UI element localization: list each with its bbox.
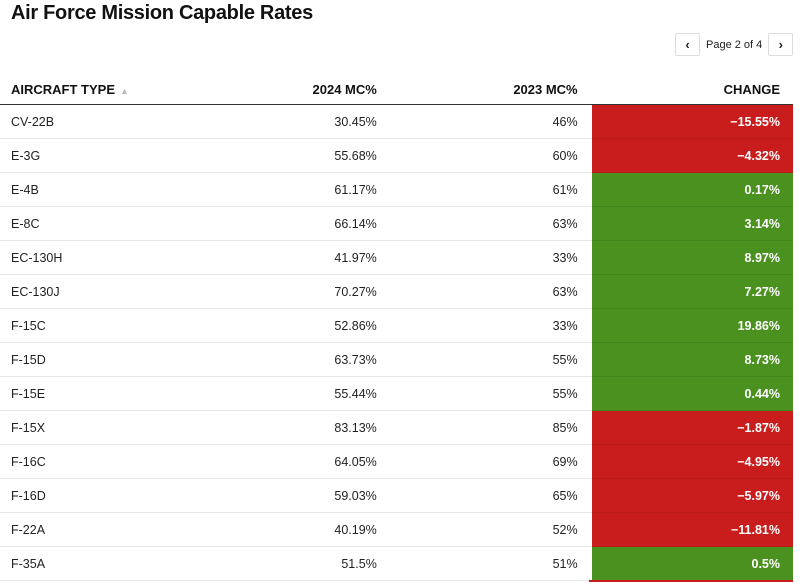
change-cell: −4.32% [591, 138, 793, 173]
change-cell: 8.97% [591, 240, 793, 275]
aircraft-type-cell: F-15C [0, 308, 209, 343]
change-cell: −5.97% [591, 478, 793, 513]
table-row: F-22A 40.19% 52% −11.81% [0, 512, 793, 547]
mc-2024-cell: 30.45% [208, 104, 388, 139]
table-row: E-3G 55.68% 60% −4.32% [0, 138, 793, 173]
prev-page-button[interactable]: ‹ [675, 33, 700, 56]
aircraft-type-cell: F-16D [0, 478, 209, 513]
mc-2023-cell: 85% [387, 410, 592, 445]
table-row: F-15D 63.73% 55% 8.73% [0, 342, 793, 377]
table-row: E-8C 66.14% 63% 3.14% [0, 206, 793, 241]
next-row-partial [589, 580, 793, 582]
page-indicator: Page 2 of 4 [706, 38, 763, 51]
header-row: AIRCRAFT TYPE ▲ 2024 MC% 2023 MC% CHANGE [0, 75, 793, 105]
mc-2024-cell: 59.03% [208, 478, 388, 513]
aircraft-type-cell: CV-22B [0, 104, 209, 139]
aircraft-type-cell: F-16C [0, 444, 209, 479]
mc-rates-table: AIRCRAFT TYPE ▲ 2024 MC% 2023 MC% CHANGE … [0, 75, 793, 581]
mc-2023-cell: 63% [387, 206, 592, 241]
aircraft-type-cell: E-3G [0, 138, 209, 173]
mc-2024-cell: 64.05% [208, 444, 388, 479]
change-cell: 0.5% [591, 546, 793, 581]
mc-2024-cell: 52.86% [208, 308, 388, 343]
mc-2023-cell: 69% [387, 444, 592, 479]
aircraft-type-cell: E-4B [0, 172, 209, 207]
mc-2024-cell: 40.19% [208, 512, 388, 547]
change-cell: 8.73% [591, 342, 793, 377]
pagination: ‹ Page 2 of 4 › [675, 33, 794, 56]
table-row: F-35A 51.5% 51% 0.5% [0, 546, 793, 581]
change-cell: 0.44% [591, 376, 793, 411]
mc-2024-cell: 70.27% [208, 274, 388, 309]
change-cell: −1.87% [591, 410, 793, 445]
table-row: EC-130J 70.27% 63% 7.27% [0, 274, 793, 309]
change-cell: 0.17% [591, 172, 793, 207]
mc-2024-cell: 61.17% [208, 172, 388, 207]
change-cell: 19.86% [591, 308, 793, 343]
aircraft-type-cell: F-22A [0, 512, 209, 547]
table-row: F-15E 55.44% 55% 0.44% [0, 376, 793, 411]
header-aircraft-type[interactable]: AIRCRAFT TYPE ▲ [0, 75, 209, 105]
table-row: EC-130H 41.97% 33% 8.97% [0, 240, 793, 275]
mc-2023-cell: 33% [387, 240, 592, 275]
table-row: F-16D 59.03% 65% −5.97% [0, 478, 793, 513]
mc-2024-cell: 41.97% [208, 240, 388, 275]
mc-2024-cell: 51.5% [208, 546, 388, 581]
chevron-right-icon: › [778, 37, 783, 52]
header-2023[interactable]: 2023 MC% [387, 75, 592, 105]
mc-2024-cell: 55.44% [208, 376, 388, 411]
mc-2024-cell: 66.14% [208, 206, 388, 241]
chevron-left-icon: ‹ [685, 37, 690, 52]
mc-2023-cell: 55% [387, 376, 592, 411]
aircraft-type-cell: F-35A [0, 546, 209, 581]
aircraft-type-cell: EC-130J [0, 274, 209, 309]
mc-2024-cell: 83.13% [208, 410, 388, 445]
mc-2023-cell: 63% [387, 274, 592, 309]
table-row: F-15C 52.86% 33% 19.86% [0, 308, 793, 343]
header-2024[interactable]: 2024 MC% [208, 75, 388, 105]
header-change[interactable]: CHANGE [591, 75, 793, 105]
page-title: Air Force Mission Capable Rates [11, 2, 313, 24]
table-row: CV-22B 30.45% 46% −15.55% [0, 104, 793, 139]
table-row: F-15X 83.13% 85% −1.87% [0, 410, 793, 445]
aircraft-type-cell: EC-130H [0, 240, 209, 275]
aircraft-type-cell: F-15D [0, 342, 209, 377]
change-cell: 3.14% [591, 206, 793, 241]
mc-2023-cell: 33% [387, 308, 592, 343]
mc-2023-cell: 52% [387, 512, 592, 547]
mc-2023-cell: 61% [387, 172, 592, 207]
change-cell: −11.81% [591, 512, 793, 547]
aircraft-type-cell: F-15X [0, 410, 209, 445]
mc-2023-cell: 51% [387, 546, 592, 581]
mc-2024-cell: 55.68% [208, 138, 388, 173]
table-row: F-16C 64.05% 69% −4.95% [0, 444, 793, 479]
change-cell: −4.95% [591, 444, 793, 479]
mc-2023-cell: 65% [387, 478, 592, 513]
mc-2023-cell: 55% [387, 342, 592, 377]
sort-asc-icon: ▲ [120, 86, 129, 96]
aircraft-type-cell: F-15E [0, 376, 209, 411]
change-cell: −15.55% [591, 104, 793, 139]
next-page-button[interactable]: › [768, 33, 794, 56]
change-cell: 7.27% [591, 274, 793, 309]
table-row: E-4B 61.17% 61% 0.17% [0, 172, 793, 207]
mc-2023-cell: 46% [387, 104, 592, 139]
mc-2024-cell: 63.73% [208, 342, 388, 377]
aircraft-type-cell: E-8C [0, 206, 209, 241]
mc-2023-cell: 60% [387, 138, 592, 173]
